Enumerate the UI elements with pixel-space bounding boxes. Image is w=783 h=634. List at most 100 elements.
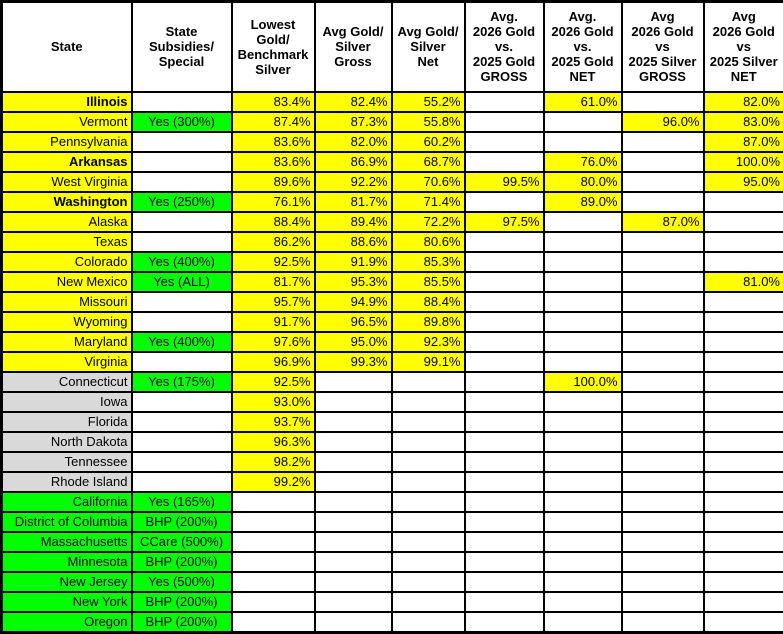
cell-silver_net[interactable]: 87.0% [704, 132, 783, 152]
cell-silver_gross[interactable] [622, 592, 704, 612]
cell-avg_gross[interactable]: 86.9% [315, 152, 392, 172]
cell-silver_net[interactable] [704, 332, 783, 352]
cell-gold_net[interactable]: 89.0% [544, 192, 622, 212]
cell-gold_gross[interactable] [465, 112, 544, 132]
cell-lowest[interactable]: 92.5% [232, 372, 315, 392]
cell-silver_net[interactable] [704, 412, 783, 432]
cell-avg_net[interactable]: 89.8% [392, 312, 465, 332]
cell-state[interactable]: West Virginia [2, 172, 132, 192]
cell-silver_net[interactable] [704, 492, 783, 512]
cell-silver_net[interactable] [704, 312, 783, 332]
cell-state[interactable]: Virginia [2, 352, 132, 372]
cell-state[interactable]: California [2, 492, 132, 512]
cell-gold_gross[interactable] [465, 252, 544, 272]
cell-avg_gross[interactable]: 87.3% [315, 112, 392, 132]
cell-gold_net[interactable] [544, 612, 622, 633]
cell-silver_gross[interactable] [622, 92, 704, 112]
cell-state[interactable]: Vermont [2, 112, 132, 132]
cell-lowest[interactable] [232, 552, 315, 572]
cell-subsidy[interactable]: Yes (300%) [132, 112, 232, 132]
cell-avg_net[interactable] [392, 432, 465, 452]
cell-avg_net[interactable]: 71.4% [392, 192, 465, 212]
cell-subsidy[interactable] [132, 432, 232, 452]
cell-silver_net[interactable] [704, 612, 783, 633]
cell-state[interactable]: Connecticut [2, 372, 132, 392]
cell-gold_gross[interactable] [465, 472, 544, 492]
cell-gold_gross[interactable] [465, 132, 544, 152]
cell-lowest[interactable]: 81.7% [232, 272, 315, 292]
cell-gold_gross[interactable] [465, 572, 544, 592]
cell-lowest[interactable]: 86.2% [232, 232, 315, 252]
cell-lowest[interactable] [232, 572, 315, 592]
cell-gold_gross[interactable] [465, 592, 544, 612]
cell-silver_net[interactable]: 81.0% [704, 272, 783, 292]
cell-gold_gross[interactable]: 99.5% [465, 172, 544, 192]
cell-silver_net[interactable] [704, 252, 783, 272]
header-state[interactable]: State [2, 2, 132, 92]
cell-silver_net[interactable]: 95.0% [704, 172, 783, 192]
cell-subsidy[interactable]: BHP (200%) [132, 592, 232, 612]
cell-gold_net[interactable]: 61.0% [544, 92, 622, 112]
cell-lowest[interactable] [232, 612, 315, 633]
cell-silver_gross[interactable] [622, 332, 704, 352]
cell-silver_gross[interactable] [622, 552, 704, 572]
cell-subsidy[interactable]: Yes (400%) [132, 332, 232, 352]
cell-gold_net[interactable] [544, 492, 622, 512]
cell-subsidy[interactable] [132, 152, 232, 172]
cell-gold_gross[interactable] [465, 332, 544, 352]
cell-state[interactable]: New Mexico [2, 272, 132, 292]
cell-state[interactable]: Pennsylvania [2, 132, 132, 152]
cell-avg_net[interactable]: 70.6% [392, 172, 465, 192]
cell-subsidy[interactable]: Yes (ALL) [132, 272, 232, 292]
cell-subsidy[interactable]: Yes (500%) [132, 572, 232, 592]
cell-avg_gross[interactable] [315, 552, 392, 572]
cell-subsidy[interactable]: Yes (165%) [132, 492, 232, 512]
header-avg-2026-gold-vs-2025-gold-gross[interactable]: Avg. 2026 Gold vs. 2025 Gold GROSS [465, 2, 544, 92]
cell-avg_gross[interactable]: 82.0% [315, 132, 392, 152]
cell-silver_gross[interactable] [622, 472, 704, 492]
cell-state[interactable]: Florida [2, 412, 132, 432]
cell-silver_gross[interactable] [622, 392, 704, 412]
header-lowest-gold-benchmark-silver[interactable]: Lowest Gold/ Benchmark Silver [232, 2, 315, 92]
cell-subsidy[interactable]: CCare (500%) [132, 532, 232, 552]
cell-gold_net[interactable]: 76.0% [544, 152, 622, 172]
cell-subsidy[interactable]: Yes (250%) [132, 192, 232, 212]
cell-silver_gross[interactable] [622, 172, 704, 192]
header-avg-2026-gold-vs-2025-silver-net[interactable]: Avg 2026 Gold vs 2025 Silver NET [704, 2, 783, 92]
cell-gold_net[interactable] [544, 112, 622, 132]
cell-avg_net[interactable]: 92.3% [392, 332, 465, 352]
cell-avg_gross[interactable] [315, 532, 392, 552]
cell-gold_net[interactable] [544, 552, 622, 572]
cell-lowest[interactable]: 96.3% [232, 432, 315, 452]
cell-silver_gross[interactable] [622, 532, 704, 552]
cell-subsidy[interactable] [132, 292, 232, 312]
cell-lowest[interactable]: 89.6% [232, 172, 315, 192]
cell-gold_net[interactable] [544, 132, 622, 152]
cell-gold_gross[interactable] [465, 432, 544, 452]
cell-gold_net[interactable] [544, 392, 622, 412]
cell-state[interactable]: Illinois [2, 92, 132, 112]
cell-state[interactable]: New York [2, 592, 132, 612]
cell-silver_net[interactable] [704, 572, 783, 592]
cell-avg_net[interactable] [392, 492, 465, 512]
cell-state[interactable]: Minnesota [2, 552, 132, 572]
cell-gold_gross[interactable] [465, 612, 544, 633]
cell-gold_net[interactable] [544, 252, 622, 272]
cell-silver_gross[interactable] [622, 372, 704, 392]
cell-subsidy[interactable]: BHP (200%) [132, 512, 232, 532]
cell-subsidy[interactable] [132, 172, 232, 192]
cell-avg_gross[interactable] [315, 452, 392, 472]
cell-lowest[interactable]: 93.7% [232, 412, 315, 432]
cell-avg_gross[interactable] [315, 512, 392, 532]
cell-state[interactable]: Missouri [2, 292, 132, 312]
cell-gold_gross[interactable] [465, 412, 544, 432]
cell-silver_gross[interactable]: 96.0% [622, 112, 704, 132]
cell-lowest[interactable]: 95.7% [232, 292, 315, 312]
cell-state[interactable]: Iowa [2, 392, 132, 412]
cell-gold_gross[interactable] [465, 492, 544, 512]
cell-lowest[interactable] [232, 492, 315, 512]
cell-silver_gross[interactable] [622, 512, 704, 532]
cell-subsidy[interactable] [132, 352, 232, 372]
cell-state[interactable]: Texas [2, 232, 132, 252]
cell-gold_net[interactable]: 80.0% [544, 172, 622, 192]
